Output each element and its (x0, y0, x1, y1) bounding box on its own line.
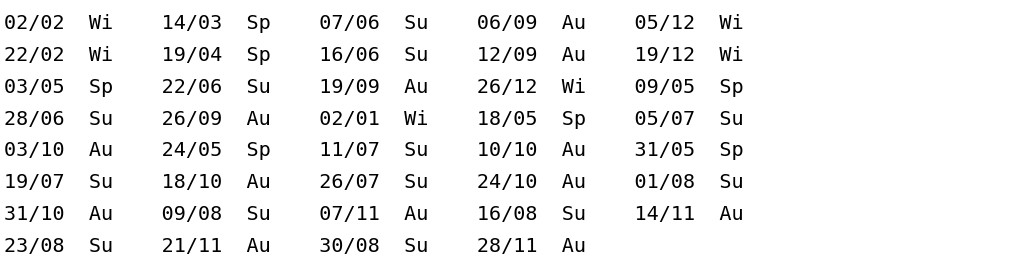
Text: 28/06  Su    26/09  Au    02/01  Wi    18/05  Sp    05/07  Su: 28/06 Su 26/09 Au 02/01 Wi 18/05 Sp 05/0… (4, 110, 744, 129)
Text: 31/10  Au    09/08  Su    07/11  Au    16/08  Su    14/11  Au: 31/10 Au 09/08 Su 07/11 Au 16/08 Su 14/1… (4, 205, 744, 224)
Text: 03/10  Au    24/05  Sp    11/07  Su    10/10  Au    31/05  Sp: 03/10 Au 24/05 Sp 11/07 Su 10/10 Au 31/0… (4, 141, 744, 160)
Text: 23/08  Su    21/11  Au    30/08  Su    28/11  Au: 23/08 Su 21/11 Au 30/08 Su 28/11 Au (4, 237, 586, 256)
Text: 22/02  Wi    19/04  Sp    16/06  Su    12/09  Au    19/12  Wi: 22/02 Wi 19/04 Sp 16/06 Su 12/09 Au 19/1… (4, 46, 744, 65)
Text: 02/02  Wi    14/03  Sp    07/06  Su    06/09  Au    05/12  Wi: 02/02 Wi 14/03 Sp 07/06 Su 06/09 Au 05/1… (4, 14, 744, 33)
Text: 19/07  Su    18/10  Au    26/07  Su    24/10  Au    01/08  Su: 19/07 Su 18/10 Au 26/07 Su 24/10 Au 01/0… (4, 173, 744, 192)
Text: 03/05  Sp    22/06  Su    19/09  Au    26/12  Wi    09/05  Sp: 03/05 Sp 22/06 Su 19/09 Au 26/12 Wi 09/0… (4, 78, 744, 97)
